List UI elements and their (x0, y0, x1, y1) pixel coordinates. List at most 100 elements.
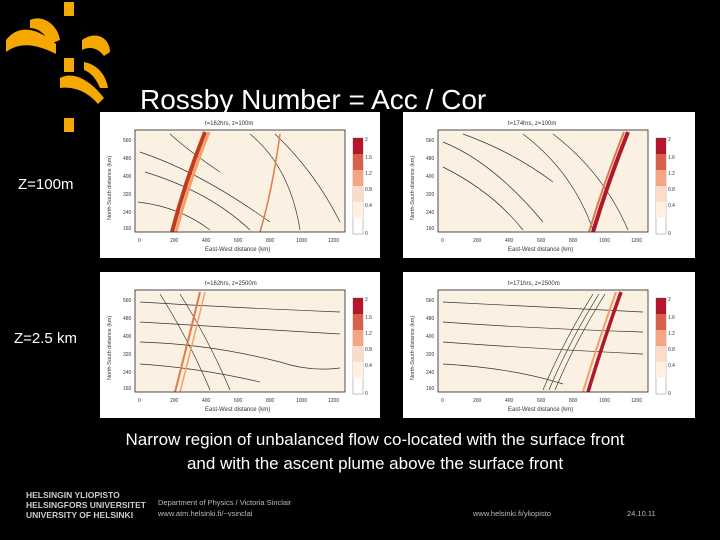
caption-line-2: and with the ascent plume above the surf… (186, 454, 564, 473)
y-tick: 400 (123, 174, 132, 180)
university-flame-logo (6, 2, 110, 132)
y-tick: 320 (426, 192, 435, 198)
colorbar-tick: 1.6 (365, 155, 372, 161)
x-axis-label: East-West distance (km) (205, 247, 270, 253)
colorbar-tick: 0.8 (668, 187, 675, 193)
y-tick: 160 (426, 226, 435, 232)
y-tick: 240 (123, 370, 132, 376)
university-name-en: UNIVERSITY OF HELSINKI (26, 510, 134, 520)
university-name-sv: HELSINGFORS UNIVERSITET (26, 500, 146, 510)
x-tick: 1200 (328, 398, 339, 404)
colorbar-tick: 2 (668, 137, 671, 143)
x-axis-label: East-West distance (km) (508, 407, 573, 413)
y-tick: 560 (123, 138, 132, 144)
x-tick: 200 (473, 238, 482, 244)
y-tick: 240 (426, 370, 435, 376)
colorbar-tick: 1.6 (668, 315, 675, 321)
colorbar-tick: 1.2 (365, 171, 372, 177)
x-tick: 200 (170, 398, 179, 404)
footer-department-block: Department of Physics / Victoria Sinclai… (158, 497, 291, 519)
x-tick: 400 (202, 398, 211, 404)
x-axis-label: East-West distance (km) (205, 407, 270, 413)
y-tick: 320 (123, 192, 132, 198)
x-tick: 1000 (599, 398, 610, 404)
y-tick: 160 (123, 226, 132, 232)
caption-line-1: Narrow region of unbalanced flow co-loca… (125, 430, 625, 449)
x-tick: 1200 (631, 238, 642, 244)
colorbar-tick: 2 (365, 137, 368, 143)
y-tick: 320 (426, 352, 435, 358)
x-axis-label: East-West distance (km) (508, 247, 573, 253)
footer-personal-url[interactable]: www.atm.helsinki.fi/~vsinclai (158, 509, 253, 518)
rossby-panel-1: 2 1.6 1.2 0.8 0.4 0 0 200 400 600 800 10… (100, 112, 380, 258)
row-label-100m: Z=100m (18, 176, 74, 193)
y-tick: 320 (123, 352, 132, 358)
colorbar-tick: 1.2 (365, 331, 372, 337)
x-tick: 1200 (328, 238, 339, 244)
x-tick: 200 (170, 238, 179, 244)
row-label-2500m: Z=2.5 km (14, 330, 77, 347)
x-tick: 400 (202, 238, 211, 244)
footer-university-url[interactable]: www.helsinki.fi/yliopisto (473, 509, 551, 518)
footer-department: Department of Physics / Victoria Sinclai… (158, 498, 292, 507)
y-tick: 560 (123, 298, 132, 304)
colorbar-tick: 0.8 (365, 347, 372, 353)
slide-caption: Narrow region of unbalanced flow co-loca… (60, 428, 690, 476)
x-tick: 600 (234, 238, 243, 244)
y-axis-label: North-South distance (km) (107, 316, 113, 380)
rossby-panel-2: 2 1.6 1.2 0.8 0.4 0 0 200 400 600 800 10… (403, 112, 695, 258)
x-tick: 0 (138, 398, 141, 404)
colorbar-tick: 1.6 (668, 155, 675, 161)
y-tick: 480 (123, 316, 132, 322)
x-tick: 600 (537, 238, 546, 244)
university-name-fi: HELSINGIN YLIOPISTO (26, 490, 120, 500)
y-axis-label: North-South distance (km) (410, 156, 416, 220)
y-tick: 560 (426, 138, 435, 144)
y-axis-label: North-South distance (km) (410, 316, 416, 380)
y-tick: 480 (426, 316, 435, 322)
x-tick: 1200 (631, 398, 642, 404)
x-tick: 400 (505, 238, 514, 244)
y-tick: 160 (426, 386, 435, 392)
footer-date: 24.10.11 (627, 509, 656, 518)
x-tick: 400 (505, 398, 514, 404)
x-tick: 0 (441, 238, 444, 244)
colorbar-tick: 1.6 (365, 315, 372, 321)
panel-subtitle: t=162hrs, z=100m (205, 121, 253, 127)
y-tick: 480 (426, 156, 435, 162)
colorbar-tick: 0 (365, 391, 368, 397)
colorbar-tick: 0.8 (365, 187, 372, 193)
colorbar-tick: 0 (668, 231, 671, 237)
y-tick: 240 (426, 210, 435, 216)
rossby-panel-3: 2 1.6 1.2 0.8 0.4 0 0 200 400 600 800 10… (100, 272, 380, 418)
y-tick: 560 (426, 298, 435, 304)
rossby-panel-4: 2 1.6 1.2 0.8 0.4 0 0 200 400 600 800 10… (403, 272, 695, 418)
colorbar-tick: 0.4 (668, 363, 675, 369)
colorbar-tick: 0.4 (365, 363, 372, 369)
y-axis-label: North-South distance (km) (107, 156, 113, 220)
colorbar-tick: 0 (365, 231, 368, 237)
x-tick: 0 (138, 238, 141, 244)
colorbar-tick: 1.2 (668, 171, 675, 177)
colorbar-tick: 2 (668, 297, 671, 303)
x-tick: 200 (473, 398, 482, 404)
x-tick: 800 (266, 398, 275, 404)
x-tick: 1000 (599, 238, 610, 244)
colorbar-tick: 0 (668, 391, 671, 397)
colorbar-tick: 0.8 (668, 347, 675, 353)
x-tick: 1000 (296, 238, 307, 244)
colorbar-tick: 0.4 (365, 203, 372, 209)
x-tick: 0 (441, 398, 444, 404)
x-tick: 600 (537, 398, 546, 404)
x-tick: 800 (569, 398, 578, 404)
university-name-block: HELSINGIN YLIOPISTO HELSINGFORS UNIVERSI… (26, 490, 146, 520)
y-tick: 480 (123, 156, 132, 162)
colorbar-tick: 0.4 (668, 203, 675, 209)
colorbar-tick: 2 (365, 297, 368, 303)
y-tick: 160 (123, 386, 132, 392)
y-tick: 400 (123, 334, 132, 340)
panel-subtitle: t=171hrs, z=2500m (508, 281, 560, 287)
slide-title: Rossby Number = Acc / Cor (140, 84, 487, 115)
y-tick: 400 (426, 334, 435, 340)
y-tick: 240 (123, 210, 132, 216)
